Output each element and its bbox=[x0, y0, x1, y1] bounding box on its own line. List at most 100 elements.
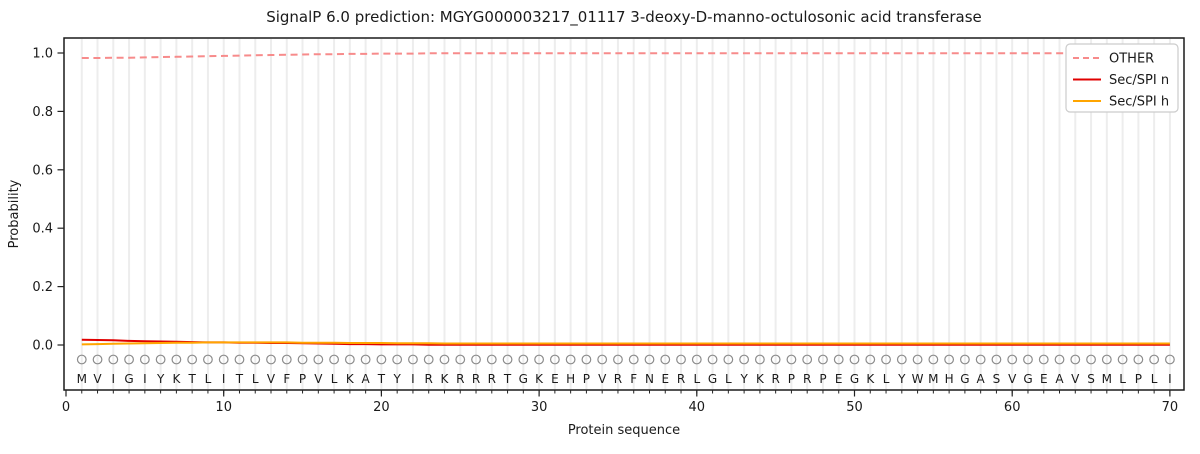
residue-letter: R bbox=[456, 372, 464, 386]
x-axis-ticks: 0 10 20 30 40 50 60 70 bbox=[62, 390, 1178, 415]
residue-marker bbox=[833, 354, 844, 365]
y-axis-ticks: 0.0 0.2 0.4 0.6 0.8 1.0 bbox=[32, 47, 64, 354]
x-tick-label: 30 bbox=[531, 400, 548, 415]
series-line-other bbox=[81, 52, 1170, 59]
residue-letter: L bbox=[205, 372, 212, 386]
residue-marker bbox=[739, 354, 750, 365]
residue-letter: R bbox=[472, 372, 480, 386]
residue-marker bbox=[455, 354, 466, 365]
legend-label: OTHER bbox=[1109, 52, 1154, 67]
residue-letter: L bbox=[1119, 372, 1126, 386]
residue-letter: K bbox=[866, 372, 875, 386]
x-axis-label: Protein sequence bbox=[568, 423, 680, 438]
residue-letter: L bbox=[693, 372, 700, 386]
chart-title: SignalP 6.0 prediction: MGYG000003217_01… bbox=[266, 8, 982, 27]
residue-letter: E bbox=[1040, 372, 1048, 386]
residue-marker bbox=[723, 354, 734, 365]
residue-letter: M bbox=[77, 372, 87, 386]
plot-border bbox=[63, 37, 1185, 391]
residue-letter: P bbox=[819, 372, 826, 386]
residue-marker bbox=[1007, 354, 1018, 365]
residue-letter: T bbox=[377, 372, 386, 386]
residue-marker bbox=[928, 354, 939, 365]
residue-marker bbox=[203, 354, 213, 365]
residue-marker bbox=[1101, 354, 1112, 365]
x-tick-label: 0 bbox=[62, 400, 70, 415]
residue-marker bbox=[912, 354, 923, 365]
residue-marker bbox=[1023, 354, 1033, 365]
residue-letter: E bbox=[661, 372, 669, 386]
legend: OTHER Sec/SPI n Sec/SPI h bbox=[1065, 43, 1179, 113]
residue-letter: H bbox=[945, 372, 954, 386]
residue-marker bbox=[108, 354, 119, 365]
legend-box bbox=[1065, 43, 1179, 113]
residue-letter: S bbox=[993, 372, 1001, 386]
residue-letter: V bbox=[93, 372, 102, 386]
residue-marker bbox=[486, 354, 497, 365]
residue-letter: V bbox=[1071, 372, 1080, 386]
residue-letter: K bbox=[172, 372, 181, 386]
residue-marker bbox=[92, 354, 103, 365]
residue-marker bbox=[313, 354, 324, 365]
residue-letter: L bbox=[331, 372, 338, 386]
residue-marker bbox=[408, 354, 418, 365]
residue-marker bbox=[786, 354, 797, 365]
residue-letter: I bbox=[112, 372, 116, 386]
x-tick-label: 60 bbox=[1004, 400, 1021, 415]
residue-letter: G bbox=[1023, 372, 1032, 386]
residue-marker bbox=[676, 354, 686, 365]
residue-marker bbox=[250, 354, 261, 365]
residue-letter: T bbox=[235, 372, 244, 386]
residue-letter: A bbox=[362, 372, 371, 386]
legend-items: OTHER Sec/SPI n Sec/SPI h bbox=[1073, 52, 1169, 110]
y-axis-label: Probability bbox=[7, 179, 22, 248]
y-tick-label: 1.0 bbox=[32, 47, 53, 62]
residue-marker bbox=[124, 354, 134, 365]
residue-marker bbox=[959, 354, 970, 365]
y-tick-label: 0.4 bbox=[32, 222, 53, 237]
residue-letter: S bbox=[1087, 372, 1095, 386]
residue-marker bbox=[1054, 354, 1065, 365]
residue-marker bbox=[76, 354, 87, 365]
residue-marker bbox=[439, 354, 450, 365]
residue-letter: R bbox=[425, 372, 433, 386]
x-tick-label: 40 bbox=[689, 400, 706, 415]
residue-marker bbox=[266, 354, 276, 365]
residue-letter: I bbox=[222, 372, 226, 386]
residue-letter: Y bbox=[392, 372, 401, 386]
residue-marker bbox=[471, 354, 481, 365]
residue-marker bbox=[1149, 354, 1160, 365]
residue-marker bbox=[360, 354, 371, 365]
residue-marker bbox=[187, 354, 198, 365]
residue-letter: L bbox=[725, 372, 732, 386]
residue-letter: T bbox=[187, 372, 196, 386]
residue-marker bbox=[1070, 354, 1081, 365]
residue-marker bbox=[613, 354, 623, 365]
residue-letter: V bbox=[314, 372, 323, 386]
probability-lines bbox=[81, 52, 1170, 346]
series-line-sec-spi-h bbox=[81, 341, 1170, 346]
residue-marker bbox=[376, 354, 387, 365]
residue-letter: E bbox=[835, 372, 843, 386]
residue-letter: V bbox=[267, 372, 276, 386]
residue-letter: M bbox=[1102, 372, 1112, 386]
legend-label: Sec/SPI n bbox=[1109, 73, 1169, 88]
residue-marker bbox=[802, 354, 813, 365]
residue-letter: V bbox=[1008, 372, 1017, 386]
residue-letter: Y bbox=[897, 372, 906, 386]
residue-letter: P bbox=[299, 372, 306, 386]
y-tick-label: 0.2 bbox=[32, 280, 53, 295]
residue-letter: E bbox=[551, 372, 559, 386]
residue-letter: P bbox=[788, 372, 795, 386]
residue-letter: W bbox=[912, 372, 924, 386]
residue-marker bbox=[991, 354, 1002, 365]
residue-letter: Y bbox=[739, 372, 748, 386]
residue-letter: H bbox=[566, 372, 575, 386]
residue-letter: F bbox=[283, 372, 290, 386]
legend-label: Sec/SPI h bbox=[1109, 95, 1169, 110]
residue-marker bbox=[392, 354, 403, 365]
residue-marker bbox=[171, 354, 182, 365]
